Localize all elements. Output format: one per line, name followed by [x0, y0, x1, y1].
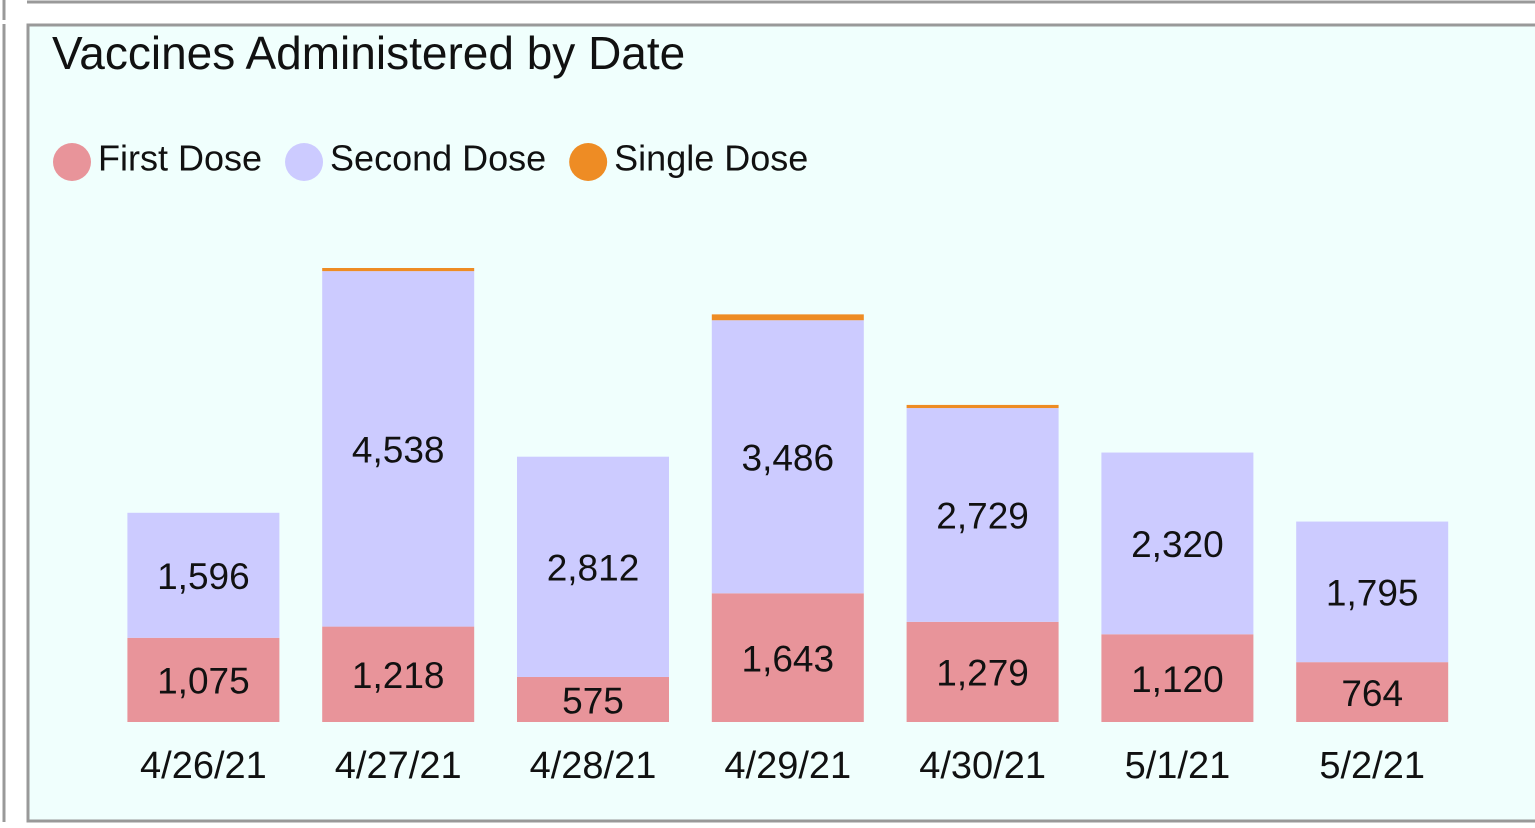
bar-segment — [517, 676, 669, 722]
legend-swatch — [285, 143, 324, 181]
bar-segment — [906, 408, 1059, 622]
data-label: 2,729 — [936, 496, 1029, 537]
bar-segment — [1296, 521, 1449, 663]
data-label: 1,075 — [157, 661, 250, 702]
bar-segment — [711, 314, 864, 321]
bar-segment — [906, 621, 1059, 722]
bar-segment — [711, 320, 864, 594]
bar-segment — [517, 456, 669, 677]
bar-segment — [322, 626, 475, 722]
bar-segment — [322, 271, 475, 627]
chart-title: Vaccines Administered by Date — [52, 27, 685, 79]
bar-segment — [322, 268, 475, 272]
x-tick-label: 5/2/21 — [1319, 745, 1425, 787]
bar-segment — [906, 404, 1059, 409]
data-label: 1,120 — [1131, 659, 1224, 700]
x-tick-label: 4/30/21 — [919, 745, 1046, 787]
data-label: 764 — [1341, 673, 1403, 714]
data-label: 575 — [562, 680, 624, 721]
legend-label: First Dose — [98, 138, 262, 179]
x-tick-label: 4/29/21 — [724, 745, 851, 787]
x-tick-label: 4/28/21 — [530, 745, 657, 787]
bar-segment — [711, 593, 864, 722]
x-tick-label: 5/1/21 — [1125, 745, 1231, 787]
x-tick-label: 4/26/21 — [140, 745, 267, 787]
data-label: 1,596 — [157, 556, 250, 597]
legend-label: Single Dose — [614, 138, 808, 179]
data-label: 2,812 — [547, 548, 640, 589]
bar-segment — [127, 637, 280, 722]
legend-swatch — [53, 143, 91, 181]
data-label: 3,486 — [742, 438, 835, 479]
data-label: 1,279 — [936, 653, 1029, 694]
data-label: 1,643 — [742, 638, 835, 679]
bar-segment — [1101, 452, 1254, 635]
data-label: 1,218 — [352, 655, 445, 696]
x-tick-label: 4/27/21 — [335, 745, 462, 787]
data-label: 4,538 — [352, 430, 445, 471]
bar-segment — [1101, 634, 1254, 722]
bar-segment — [127, 512, 280, 638]
data-label: 1,795 — [1326, 573, 1419, 614]
legend-swatch — [569, 143, 608, 181]
bar-segment — [1296, 662, 1449, 722]
data-label: 2,320 — [1131, 524, 1224, 565]
legend-label: Second Dose — [330, 138, 546, 179]
